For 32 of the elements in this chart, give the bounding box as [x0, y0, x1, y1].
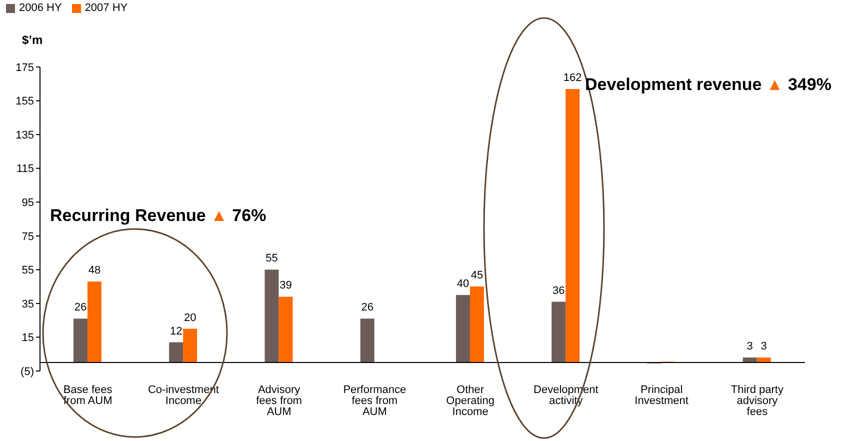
data-label: 36 [552, 284, 565, 297]
data-label: 39 [280, 280, 292, 292]
y-tick-label: 115 [16, 163, 34, 176]
x-tick-label: Principal Investment [634, 384, 688, 407]
y-tick-label: 55 [22, 264, 34, 277]
y-axis-title: $’m [22, 33, 43, 47]
data-label: 20 [184, 312, 196, 324]
data-label: 12 [170, 325, 182, 338]
data-label: 26 [361, 302, 374, 314]
y-tick-label: 15 [22, 332, 34, 344]
data-label: 26 [74, 302, 87, 314]
data-label: 40 [456, 278, 470, 290]
x-tick-label: Performance fees from AUM [343, 384, 406, 418]
y-tick-label: 95 [22, 197, 34, 210]
y-tick-label: 135 [16, 129, 34, 142]
data-label: 45 [470, 270, 484, 282]
legend-label: 2007 HY [84, 2, 128, 14]
data-label: 3 [746, 340, 753, 352]
data-label: 162 [563, 72, 582, 84]
y-tick-label: (5) [20, 366, 34, 378]
x-tick-label: Advisory fees from AUM [256, 384, 302, 418]
annotation: Recurring Revenue ▲ 76% [50, 206, 266, 225]
y-tick-label: 175 [16, 62, 34, 74]
data-label: 3 [760, 340, 767, 352]
x-tick-label: Other Operating Income [446, 384, 494, 418]
y-tick-label: 75 [22, 230, 34, 243]
y-tick-label: 155 [16, 96, 34, 108]
y-tick-label: 35 [22, 298, 34, 310]
x-tick-label: Third party advisory fees [730, 384, 784, 418]
data-label: 48 [88, 264, 101, 276]
data-label: 55 [266, 252, 278, 265]
legend-label: 2006 HY [19, 2, 62, 14]
